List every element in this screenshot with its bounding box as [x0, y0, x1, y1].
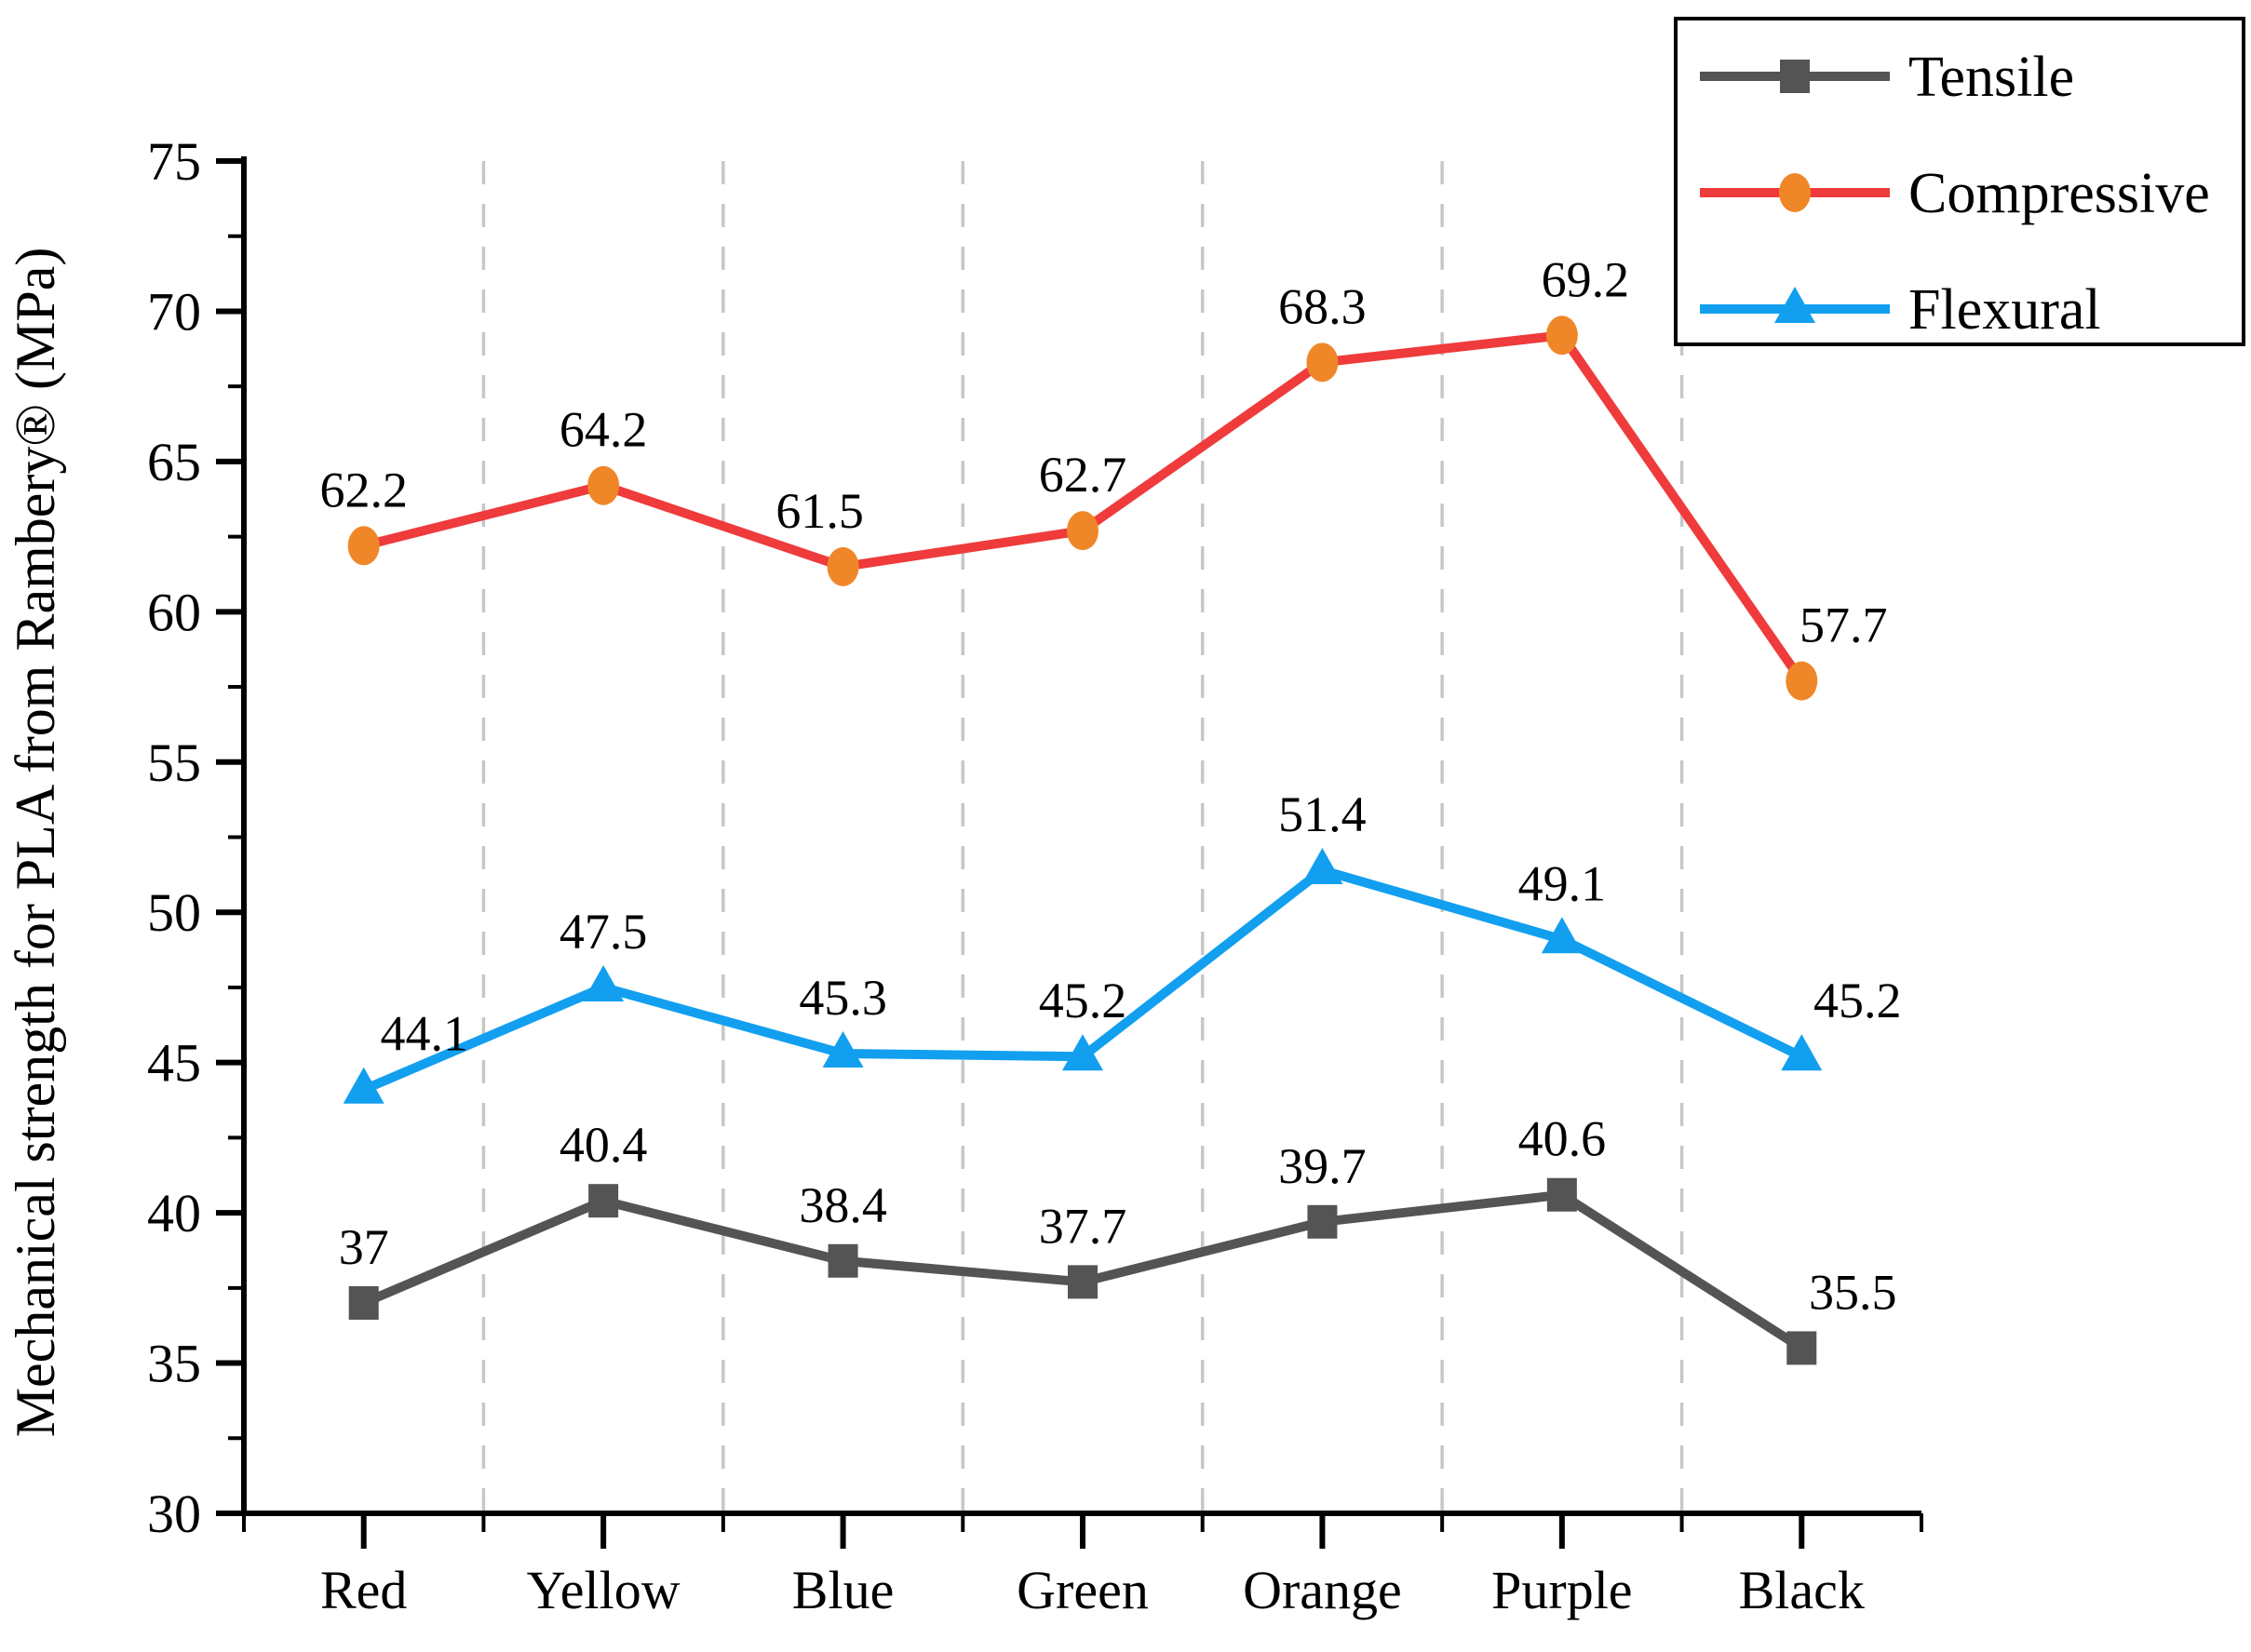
category-label-red: Red	[320, 1560, 407, 1620]
value-label-tensile-purple: 40.6	[1518, 1111, 1607, 1167]
value-label-tensile-blue: 38.4	[799, 1177, 887, 1233]
marker-tensile-red	[348, 1285, 379, 1320]
legend-marker-compressive	[1779, 173, 1811, 212]
value-label-flexural-orange: 51.4	[1278, 786, 1367, 842]
category-label-green: Green	[1017, 1560, 1149, 1620]
marker-tensile-orange	[1307, 1204, 1338, 1239]
y-tick-label-50: 50	[147, 882, 201, 943]
legend-marker-tensile	[1780, 60, 1810, 93]
marker-compressive-black	[1786, 661, 1818, 701]
legend-label-tensile: Tensile	[1908, 46, 2074, 109]
value-label-flexural-blue: 45.3	[799, 970, 887, 1026]
marker-tensile-yellow	[588, 1184, 619, 1218]
series-tensile	[348, 1177, 1817, 1365]
value-labels: 37 40.4 38.4 37.7 39.7 40.6 35.5 62.2 64.2 61.5 62…	[319, 251, 1901, 1320]
y-tick-label-60: 60	[147, 582, 201, 642]
marker-flexural-black	[1781, 1034, 1823, 1071]
value-label-flexural-black: 45.2	[1813, 973, 1902, 1028]
y-tick-label-30: 30	[147, 1484, 201, 1544]
value-label-compressive-black: 57.7	[1799, 598, 1888, 653]
category-label-purple: Purple	[1491, 1560, 1632, 1620]
marker-flexural-green	[1062, 1034, 1103, 1071]
y-tick-label-70: 70	[147, 281, 201, 342]
value-label-flexural-green: 45.2	[1039, 973, 1127, 1028]
marker-flexural-yellow	[583, 964, 625, 1001]
value-label-tensile-black: 35.5	[1809, 1264, 1897, 1320]
value-label-tensile-red: 37	[339, 1219, 389, 1275]
category-label-black: Black	[1739, 1560, 1865, 1620]
y-axis-title: Mechanical strength for PLA from Rambery…	[5, 248, 66, 1438]
legend-label-flexural: Flexural	[1908, 278, 2101, 342]
legend-row-tensile: Tensile	[1700, 46, 2074, 109]
gridlines	[481, 161, 1684, 1513]
marker-compressive-orange	[1306, 342, 1339, 383]
y-tick-label-40: 40	[147, 1183, 201, 1243]
legend-row-flexural: Flexural	[1700, 278, 2101, 342]
legend-marker-flexural	[1774, 287, 1815, 323]
value-label-compressive-yellow: 64.2	[559, 402, 648, 458]
value-label-compressive-red: 62.2	[319, 462, 408, 517]
y-tick-label-55: 55	[147, 732, 201, 793]
marker-flexural-orange	[1301, 848, 1343, 885]
marker-tensile-blue	[828, 1243, 858, 1278]
marker-tensile-black	[1786, 1331, 1817, 1365]
y-tick-label-65: 65	[147, 432, 201, 492]
value-label-compressive-orange: 68.3	[1278, 278, 1367, 334]
marker-tensile-purple	[1546, 1177, 1577, 1212]
legend-row-compressive: Compressive	[1700, 162, 2210, 225]
legend: Tensile Compressive Flexural	[1674, 17, 2245, 346]
marker-flexural-purple	[1541, 917, 1583, 954]
value-label-flexural-red: 44.1	[380, 1006, 468, 1062]
marker-compressive-red	[347, 526, 380, 566]
value-label-flexural-purple: 49.1	[1518, 855, 1607, 911]
value-label-flexural-yellow: 47.5	[559, 904, 648, 960]
series-flexural	[343, 848, 1823, 1104]
series-line-compressive	[358, 330, 1807, 686]
marker-flexural-blue	[822, 1030, 864, 1068]
value-label-compressive-green: 62.7	[1039, 447, 1127, 503]
value-label-tensile-yellow: 40.4	[559, 1117, 648, 1173]
axes: 30 35 40 45 50 55 60 65 70 75 Red Yellow Blue Green Or…	[147, 131, 1923, 1620]
series-compressive	[347, 316, 1818, 701]
category-label-blue: Blue	[792, 1560, 895, 1620]
marker-flexural-red	[343, 1067, 384, 1104]
y-tick-label-75: 75	[147, 131, 201, 192]
value-label-compressive-blue: 61.5	[775, 483, 864, 539]
category-label-yellow: Yellow	[527, 1560, 681, 1620]
series-layer	[343, 316, 1823, 1365]
marker-compressive-blue	[827, 546, 859, 586]
marker-compressive-yellow	[587, 465, 620, 505]
category-label-orange: Orange	[1243, 1560, 1402, 1620]
marker-compressive-purple	[1545, 316, 1578, 356]
value-label-tensile-orange: 39.7	[1278, 1138, 1367, 1194]
legend-label-compressive: Compressive	[1908, 162, 2210, 225]
y-tick-label-45: 45	[147, 1033, 201, 1094]
value-label-compressive-purple: 69.2	[1542, 251, 1630, 307]
marker-compressive-green	[1067, 511, 1099, 551]
y-tick-label-35: 35	[147, 1334, 201, 1394]
value-label-tensile-green: 37.7	[1039, 1198, 1127, 1254]
marker-tensile-green	[1068, 1265, 1098, 1299]
